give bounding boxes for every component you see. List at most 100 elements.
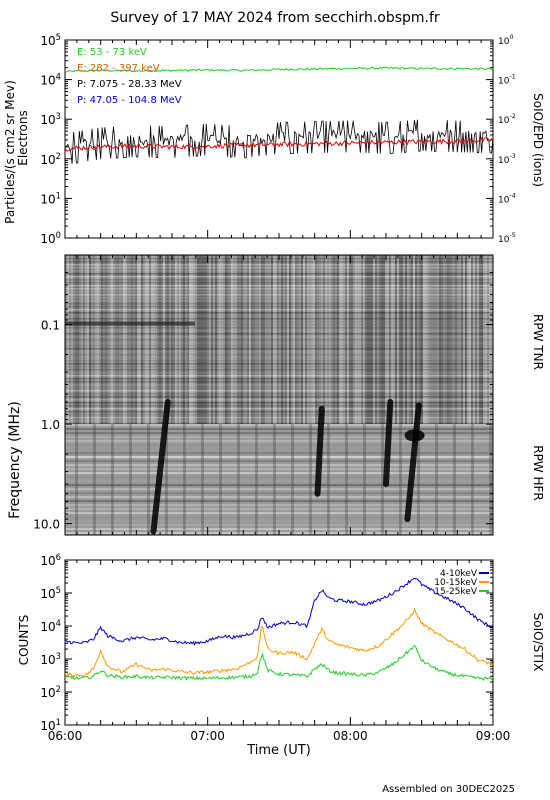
tnr-column xyxy=(121,255,123,425)
tnr-column xyxy=(393,255,395,425)
tnr-column xyxy=(163,255,165,425)
tnr-row xyxy=(65,300,493,302)
hfr-stripe xyxy=(363,424,366,535)
tnr-column xyxy=(221,255,223,425)
tnr-column xyxy=(79,255,81,425)
tnr-column xyxy=(101,255,103,425)
tnr-column xyxy=(247,255,249,425)
tnr-column xyxy=(419,255,421,425)
tnr-column xyxy=(233,255,235,425)
tnr-column xyxy=(387,255,389,425)
tnr-column xyxy=(413,255,415,425)
radio-spectrogram xyxy=(65,255,493,535)
tnr-column xyxy=(481,255,483,425)
tnr-column xyxy=(199,255,201,425)
tnr-row xyxy=(65,267,493,269)
tnr-column xyxy=(395,255,397,425)
legend-entry: P: 47.05 - 104.8 MeV xyxy=(77,95,182,106)
tnr-row xyxy=(65,363,493,365)
tnr-column xyxy=(153,255,155,425)
tnr-column xyxy=(205,255,207,425)
legend-entry: E: 282 - 397 keV xyxy=(77,63,160,74)
tnr-column xyxy=(105,255,107,425)
tnr-column xyxy=(353,255,355,425)
tnr-column xyxy=(113,255,115,425)
left-tick-label: 101 xyxy=(40,190,61,206)
tnr-row xyxy=(65,372,493,374)
tnr-row xyxy=(65,357,493,359)
hfr-stripe xyxy=(435,424,438,535)
tnr-column xyxy=(317,255,319,425)
tnr-column xyxy=(437,255,439,425)
hfr-row xyxy=(65,520,493,523)
radio-burst xyxy=(383,399,394,488)
tnr-column xyxy=(487,255,489,425)
particles-legend: E: 53 - 73 keV E: 282 - 397 keV P: 7.075 -… xyxy=(77,47,182,106)
tnr-column xyxy=(417,255,419,425)
hfr-row xyxy=(65,452,493,455)
hfr-stripe xyxy=(327,424,330,535)
tnr-column xyxy=(149,255,151,425)
tnr-column xyxy=(349,255,351,425)
tnr-column xyxy=(369,255,371,425)
hfr-stripe xyxy=(381,424,384,535)
tnr-column xyxy=(403,255,405,425)
tnr-row xyxy=(65,309,493,311)
tnr-column xyxy=(201,255,203,425)
tnr-column xyxy=(305,255,307,425)
tnr-column xyxy=(377,255,379,425)
tnr-column xyxy=(203,255,205,425)
hfr-row xyxy=(65,508,493,511)
tnr-column xyxy=(265,255,267,425)
green-electron-line xyxy=(64,66,494,73)
radio-axis-ticks: 0.1 1.0 10.0 xyxy=(33,254,494,535)
particles-series xyxy=(64,66,494,164)
tnr-column xyxy=(471,255,473,425)
tnr-row xyxy=(65,417,493,419)
tnr-column xyxy=(427,255,429,425)
tnr-column xyxy=(271,255,273,425)
tnr-column xyxy=(439,255,441,425)
tnr-row xyxy=(65,297,493,299)
tnr-column xyxy=(159,255,161,425)
tnr-column xyxy=(463,255,465,425)
right-tick-label: 100 xyxy=(498,34,513,47)
tnr-column xyxy=(207,255,209,425)
legend-entry: 10-15keV xyxy=(434,578,478,588)
tnr-column xyxy=(127,255,129,425)
tnr-column xyxy=(225,255,227,425)
tnr-column xyxy=(473,255,475,425)
xray-xlabel: Time (UT) xyxy=(246,743,311,758)
tnr-column xyxy=(197,255,199,425)
tnr-column xyxy=(397,255,399,425)
tnr-column xyxy=(467,255,469,425)
tnr-row xyxy=(65,279,493,281)
tnr-column xyxy=(303,255,305,425)
tnr-column xyxy=(345,255,347,425)
left-tick-label: 102 xyxy=(40,151,61,167)
tnr-row xyxy=(65,270,493,272)
tnr-column xyxy=(307,255,309,425)
hfr-row xyxy=(65,456,493,459)
tnr-column xyxy=(431,255,433,425)
tnr-column xyxy=(289,255,291,425)
tnr-row xyxy=(65,396,493,398)
y-tick-label: 101 xyxy=(40,717,61,733)
tnr-row xyxy=(65,330,493,332)
tnr-row xyxy=(65,411,493,413)
tnr-column xyxy=(297,255,299,425)
tnr-column xyxy=(147,255,149,425)
tnr-row xyxy=(65,315,493,317)
tnr-column xyxy=(73,255,75,425)
tnr-row xyxy=(65,351,493,353)
tnr-row xyxy=(65,273,493,275)
tnr-column xyxy=(279,255,281,425)
hfr-row xyxy=(65,524,493,527)
tnr-row xyxy=(65,354,493,356)
tnr-column xyxy=(399,255,401,425)
xray-axis-ticks: 101 102 103 104 105 106 06:00 07:00 08:00 09:00 xyxy=(40,552,510,743)
tnr-column xyxy=(301,255,303,425)
tnr-row xyxy=(65,384,493,386)
hfr-stripe xyxy=(237,424,240,535)
